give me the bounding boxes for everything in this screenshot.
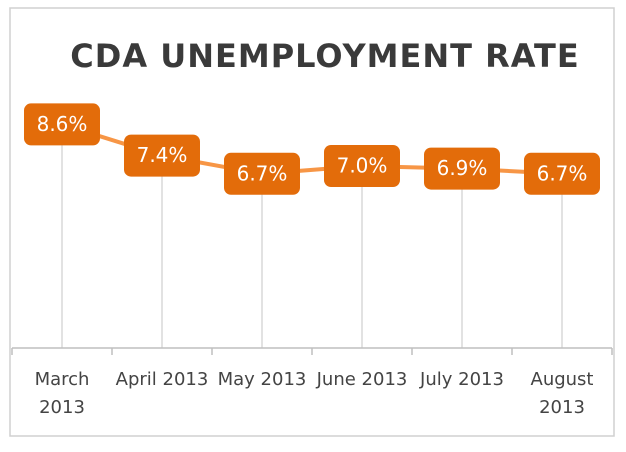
data-label: 7.0% (337, 154, 388, 178)
x-tick-label: April 2013 (115, 369, 209, 390)
data-label-box (24, 103, 100, 146)
x-tick-label: June 2013 (316, 369, 408, 390)
data-label: 8.6% (37, 112, 88, 136)
data-label-box (324, 145, 400, 187)
data-label-box (124, 134, 200, 177)
data-label: 6.7% (537, 161, 588, 185)
data-label: 6.9% (437, 156, 488, 180)
data-label-box (424, 147, 500, 190)
chart-frame (9, 7, 615, 437)
chart-title: CDA UNEMPLOYMENT RATE (70, 37, 579, 75)
x-tick-label: March 2013 (34, 369, 90, 418)
x-tick-label: May 2013 (217, 369, 307, 390)
x-tick-label: July 2013 (420, 369, 504, 390)
data-label-box (224, 152, 300, 195)
data-label: 7.4% (137, 143, 188, 167)
x-tick-label: August 2013 (530, 369, 594, 418)
data-label-box (524, 152, 600, 195)
data-label: 6.7% (237, 161, 288, 185)
